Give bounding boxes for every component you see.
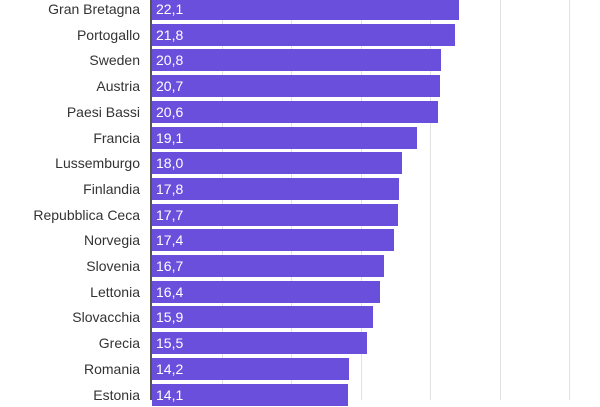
category-label: Sweden (89, 52, 140, 69)
value-label: 17,4 (156, 232, 184, 249)
category-label: Grecia (98, 335, 140, 352)
gridline (221, 0, 223, 400)
value-label: 18,0 (156, 155, 184, 172)
bar (152, 0, 460, 20)
value-label: 19,1 (156, 129, 184, 146)
value-label: 20,7 (156, 78, 184, 95)
gridline (569, 0, 570, 400)
bar (152, 100, 439, 123)
bar (152, 177, 400, 200)
category-label: Lettonia (90, 283, 140, 300)
bar (152, 255, 385, 277)
gridline (430, 0, 431, 400)
value-label: 15,5 (156, 335, 184, 352)
bar-row: Lussemburgo 18,0 (0, 151, 600, 175)
value-label: 20,8 (156, 52, 184, 69)
value-label: 16,4 (156, 283, 184, 300)
category-label: Gran Bretagna (48, 1, 140, 17)
bar-row: Estonia 14,1 (0, 383, 600, 407)
y-axis-line (150, 0, 152, 400)
value-label: 22,1 (156, 1, 184, 17)
bar (152, 229, 394, 252)
value-label: 14,2 (156, 360, 184, 377)
bar-row: Repubblica Ceca 17,7 (0, 203, 600, 227)
value-label: 17,8 (156, 180, 184, 197)
category-label: Estonia (93, 386, 140, 403)
bar-row: Slovenia 16,7 (0, 254, 600, 278)
bar (152, 280, 380, 303)
bar (152, 23, 456, 46)
bar (152, 75, 440, 98)
gridline (291, 0, 292, 400)
bar-row: Austria 20,7 (0, 74, 600, 98)
category-label: Romania (83, 360, 140, 377)
bar-row: Grecia 15,5 (0, 331, 600, 355)
bar-row: Portogallo 21,8 (0, 23, 600, 47)
bar (152, 152, 403, 175)
bar-row: Norvegia 17,4 (0, 228, 600, 252)
bar-row: Gran Bretagna 22,1 (0, 0, 600, 21)
bar-row: Paesi Bassi 20,6 (0, 100, 600, 124)
category-label: Finlandia (83, 180, 140, 197)
bar-row: Finlandia 17,8 (0, 177, 600, 201)
bar (152, 49, 442, 72)
category-label: Paesi Bassi (66, 103, 140, 120)
category-label: Norvegia (83, 232, 140, 249)
bar-row: Romania 14,2 (0, 357, 600, 381)
category-label: Austria (96, 78, 140, 95)
gridline (499, 0, 501, 400)
category-label: Francia (93, 129, 140, 146)
bar-row: Lettonia 16,4 (0, 280, 600, 304)
bar (152, 203, 399, 226)
bar-row: Slovacchia 15,9 (0, 305, 600, 329)
bar (152, 332, 368, 355)
bar (152, 306, 373, 329)
bar-row: Francia 19,1 (0, 126, 600, 150)
value-label: 15,9 (156, 309, 184, 326)
value-label: 16,7 (156, 258, 184, 274)
category-label: Portogallo (76, 26, 140, 43)
value-label: 21,8 (156, 26, 184, 43)
category-label: Repubblica Ceca (33, 206, 140, 223)
value-label: 20,6 (156, 103, 184, 120)
category-label: Lussemburgo (55, 155, 140, 172)
gridline (360, 0, 362, 400)
bar (152, 357, 350, 380)
value-label: 14,1 (156, 386, 184, 403)
value-label: 17,7 (156, 206, 184, 223)
bar (152, 126, 418, 149)
category-label: Slovenia (86, 258, 140, 274)
bar-row: Sweden 20,8 (0, 48, 600, 72)
category-label: Slovacchia (72, 309, 140, 326)
